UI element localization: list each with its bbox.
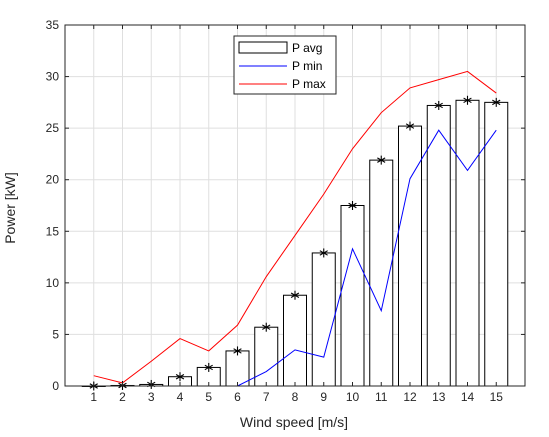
x-tick-label: 14 <box>461 390 475 404</box>
y-tick-label: 15 <box>46 224 60 238</box>
x-tick-label: 1 <box>90 390 97 404</box>
x-tick-label: 11 <box>375 390 388 404</box>
x-tick-label: 4 <box>177 390 184 404</box>
asterisk-marker <box>377 155 386 165</box>
y-tick-label: 20 <box>46 173 60 187</box>
y-tick-label: 0 <box>52 379 59 393</box>
asterisk-marker <box>204 362 213 372</box>
asterisk-stroke <box>492 99 501 106</box>
asterisk-marker <box>434 100 443 110</box>
y-tick-label: 35 <box>46 18 60 32</box>
asterisk-stroke <box>463 97 472 104</box>
x-tick-label: 8 <box>292 390 299 404</box>
y-axis-label: Power [kW] <box>2 172 18 244</box>
line-p-max <box>93 70 497 384</box>
y-tick-label: 10 <box>46 276 60 290</box>
x-tick-label: 7 <box>263 390 270 404</box>
y-tick-label: 5 <box>52 327 59 341</box>
asterisk-stroke <box>434 102 443 109</box>
asterisk-marker <box>348 201 357 210</box>
legend-swatch-p-avg <box>238 41 288 54</box>
asterisk-stroke <box>290 292 300 298</box>
x-tick-label: 10 <box>346 390 360 404</box>
x-tick-label: 9 <box>320 390 327 404</box>
asterisk-stroke <box>405 123 415 129</box>
asterisk-stroke <box>204 364 213 371</box>
asterisk-stroke <box>348 202 357 209</box>
asterisk-marker <box>319 248 328 258</box>
bar-p-avg <box>426 104 451 387</box>
asterisk-marker <box>262 322 271 332</box>
bar-p-avg <box>254 326 279 387</box>
legend-label-p-avg: P avg <box>292 41 322 55</box>
asterisk-marker <box>233 346 242 356</box>
asterisk-stroke <box>262 324 271 330</box>
x-tick-label: 6 <box>234 390 241 404</box>
asterisk-marker <box>492 97 501 107</box>
bar-p-avg <box>455 99 480 387</box>
x-tick-label: 13 <box>432 390 446 404</box>
legend-label-p-min: P min <box>292 59 322 73</box>
asterisk-stroke <box>233 348 242 354</box>
x-tick-label: 2 <box>119 390 126 404</box>
x-axis-label: Wind speed [m/s] <box>240 414 348 430</box>
x-tick-label: 15 <box>490 390 504 404</box>
asterisk-stroke <box>175 373 185 380</box>
bar-p-avg <box>340 205 365 387</box>
asterisk-marker <box>463 95 472 105</box>
asterisk-marker <box>290 290 300 300</box>
x-tick-label: 12 <box>403 390 417 404</box>
x-tick-label: 3 <box>148 390 155 404</box>
asterisk-stroke <box>377 157 386 163</box>
legend: P avg P min P max <box>233 35 337 95</box>
asterisk-marker <box>405 121 415 131</box>
asterisk-stroke <box>319 250 328 256</box>
legend-label-p-max: P max <box>292 77 326 91</box>
asterisk-marker <box>175 372 185 382</box>
bar-p-avg <box>225 350 250 387</box>
x-axis-ticks: 1 2 3 4 5 6 7 8 9 10 11 12 13 14 15 <box>90 25 503 404</box>
y-axis-ticks: 0 5 10 15 20 25 30 35 <box>46 18 525 393</box>
bar-p-avg <box>484 101 509 387</box>
bar-p-avg <box>311 252 336 387</box>
y-tick-label: 30 <box>46 70 60 84</box>
bar-p-avg <box>283 294 307 387</box>
x-tick-label: 5 <box>205 390 212 404</box>
y-tick-label: 25 <box>46 121 60 135</box>
